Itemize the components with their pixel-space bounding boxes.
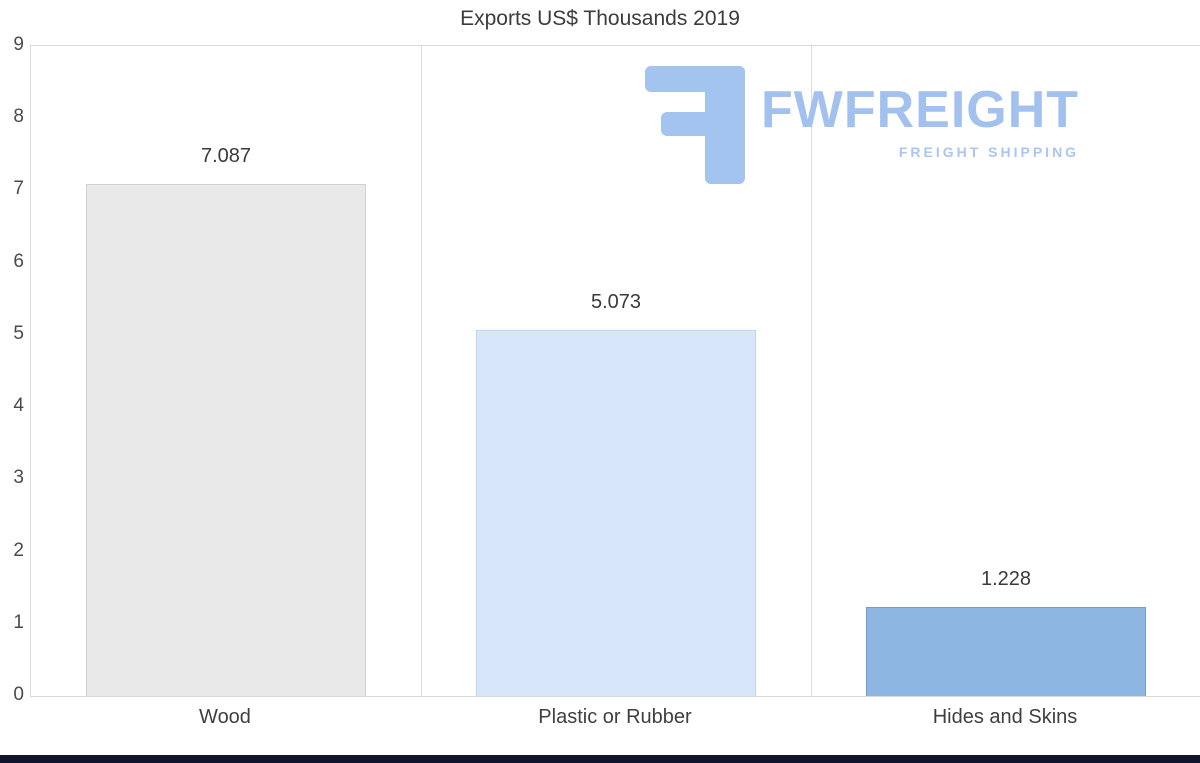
brand-text-block: FWFREIGHT FREIGHT SHIPPING: [761, 66, 1079, 160]
category-gridline: [421, 46, 422, 696]
bar-hides-and-skins: [866, 607, 1146, 696]
bar-wood: [86, 184, 366, 696]
bar-value-label: 5.073: [590, 290, 642, 313]
brand-tagline: FREIGHT SHIPPING: [898, 144, 1080, 160]
y-tick-label: 9: [13, 34, 24, 55]
y-tick-label: 4: [13, 395, 24, 417]
y-tick-label: 0: [13, 684, 24, 705]
footer-strip: [0, 755, 1200, 763]
bar-plastic-or-rubber: [476, 329, 756, 696]
category-label: Plastic or Rubber: [538, 706, 692, 728]
bar-value-label: 7.087: [200, 145, 252, 168]
y-tick-label: 2: [13, 539, 24, 561]
bar-value-label: 1.228: [980, 568, 1032, 591]
category-label: Wood: [199, 706, 251, 728]
category-label: Hides and Skins: [932, 706, 1078, 728]
chart-title: Exports US$ Thousands 2019: [460, 7, 740, 30]
plot-area: 7.087 5.073 1.228: [30, 45, 1200, 697]
x-axis-labels: Wood Plastic or Rubber Hides and Skins: [30, 706, 1200, 729]
category-gridline: [811, 46, 812, 696]
y-tick-label: 8: [13, 106, 24, 128]
y-axis: 0 1 2 3 4 5 6 7 8 9: [0, 0, 26, 763]
fwfreight-logo-icon: [645, 66, 745, 184]
logo-glyph: [645, 66, 745, 184]
brand-name: FWFREIGHT: [761, 81, 1080, 139]
y-tick-label: 1: [13, 611, 24, 633]
y-tick-label: 7: [13, 178, 24, 200]
y-tick-label: 6: [13, 250, 24, 272]
fwfreight-watermark: FWFREIGHT FREIGHT SHIPPING: [645, 66, 1079, 184]
y-tick-label: 3: [13, 467, 24, 489]
y-tick-label: 5: [13, 322, 24, 344]
